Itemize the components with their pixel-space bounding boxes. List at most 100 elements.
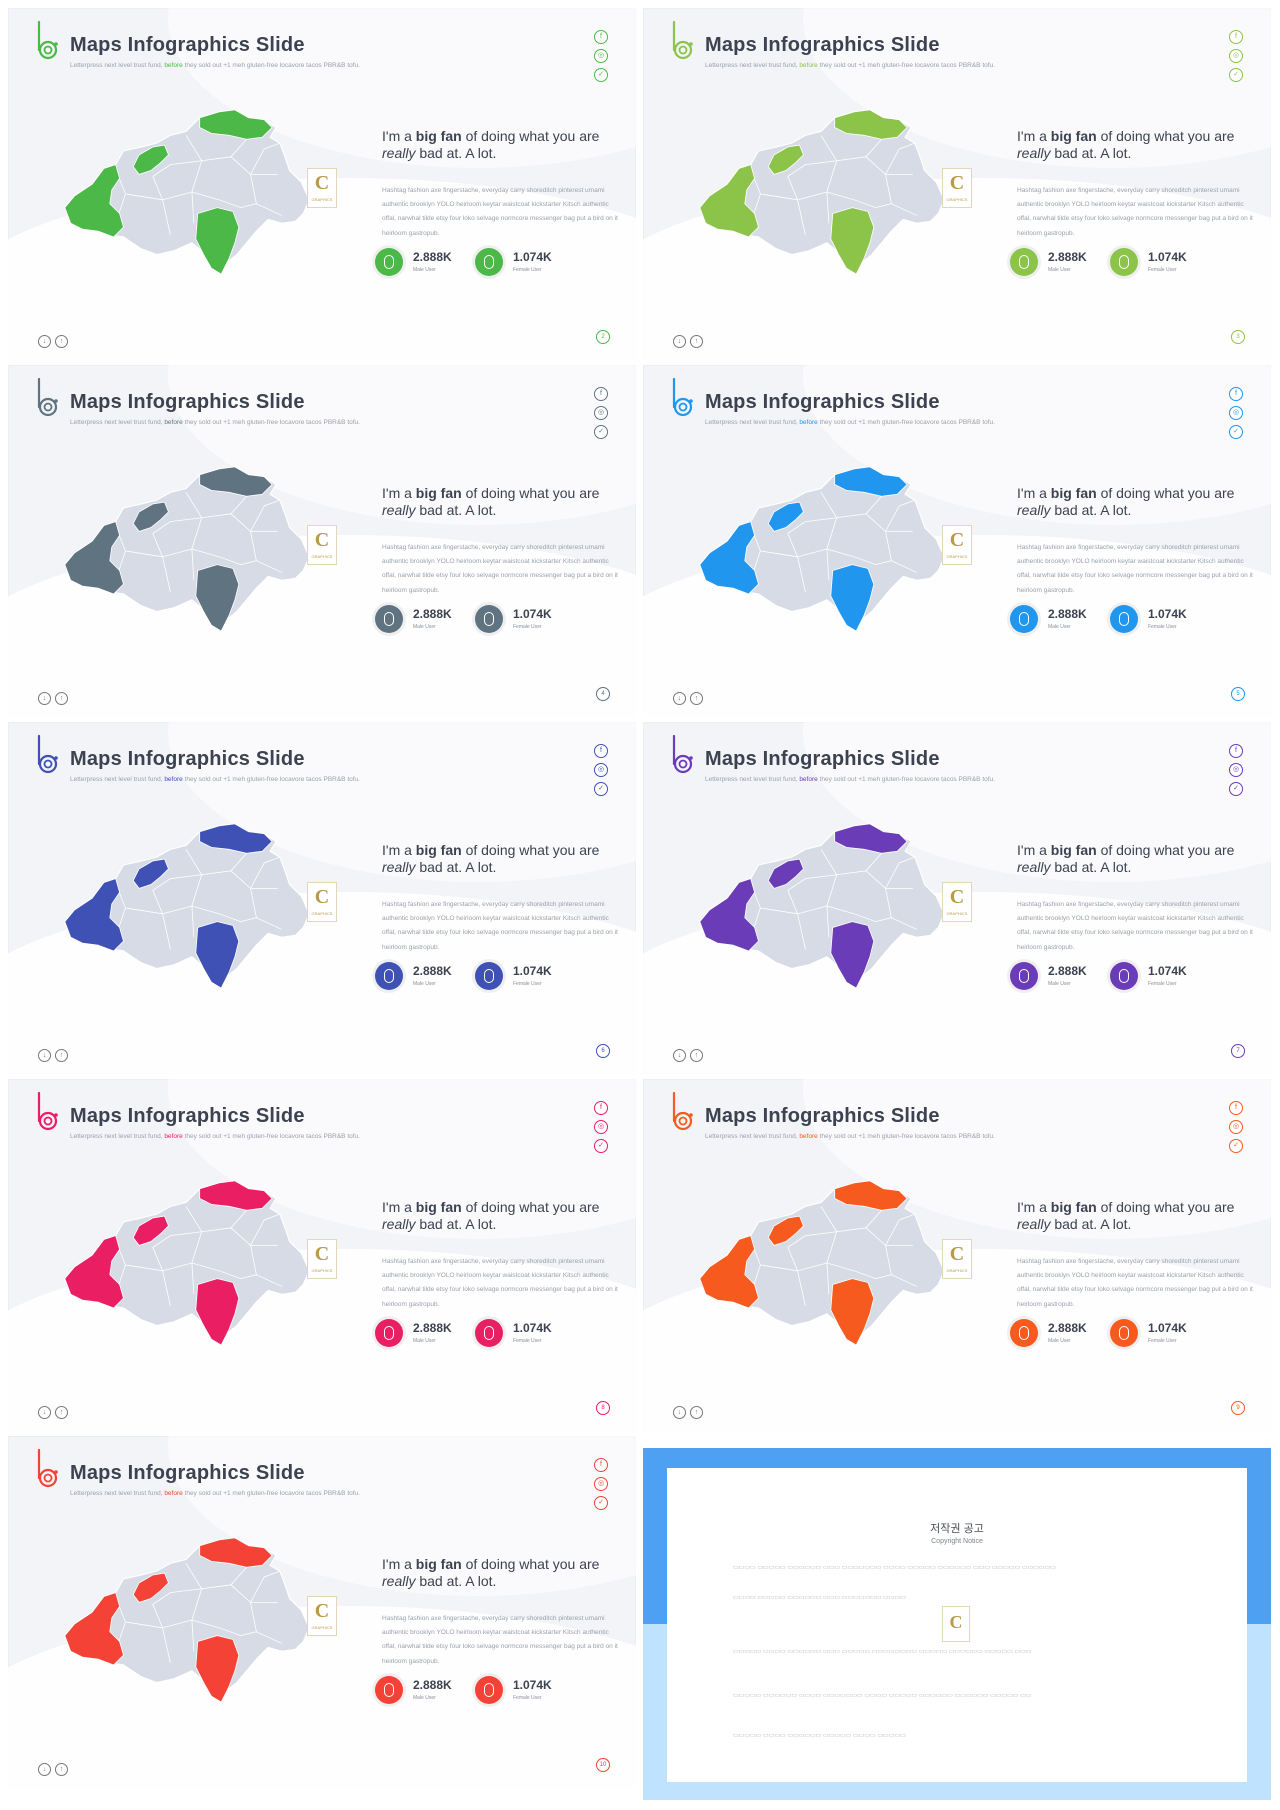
arrow-up-icon[interactable]: ↑ bbox=[55, 692, 68, 705]
highlighted-region bbox=[834, 109, 908, 140]
arrow-down-icon[interactable]: ↓ bbox=[673, 692, 686, 705]
male-user-icon bbox=[375, 605, 403, 633]
instagram-icon[interactable]: ◎ bbox=[594, 1120, 608, 1134]
highlighted-region bbox=[132, 1572, 169, 1603]
arrow-up-icon[interactable]: ↑ bbox=[690, 335, 703, 348]
facebook-icon[interactable]: f bbox=[594, 30, 608, 44]
instagram-icon[interactable]: ◎ bbox=[1229, 1120, 1243, 1134]
quote-b: of doing what you are bbox=[1096, 1199, 1235, 1215]
infographic-slide: Maps Infographics Slide Letterpress next… bbox=[8, 1079, 636, 1431]
stat-male-value: 2.888K bbox=[1048, 250, 1087, 264]
facebook-icon[interactable]: f bbox=[1229, 744, 1243, 758]
instagram-icon[interactable]: ◎ bbox=[594, 763, 608, 777]
arrow-up-icon[interactable]: ↑ bbox=[690, 692, 703, 705]
quote-bold: big fan bbox=[415, 128, 462, 144]
highlighted-region bbox=[830, 1278, 875, 1346]
subtitle-text-end: they sold out +1 meh gluten-free locavor… bbox=[182, 1133, 360, 1140]
quote-c: bad at. A lot. bbox=[415, 859, 497, 875]
watermark-badge: C GRAPHICS bbox=[307, 168, 337, 208]
instagram-icon[interactable]: ◎ bbox=[1229, 763, 1243, 777]
facebook-icon[interactable]: f bbox=[594, 1101, 608, 1115]
page-number: 5 bbox=[1231, 687, 1245, 701]
social-links: f ◎ ✓ bbox=[594, 30, 608, 87]
instagram-icon[interactable]: ◎ bbox=[594, 1477, 608, 1491]
arrow-down-icon[interactable]: ↓ bbox=[38, 1763, 51, 1776]
instagram-icon[interactable]: ◎ bbox=[594, 49, 608, 63]
arrow-down-icon[interactable]: ↓ bbox=[38, 1049, 51, 1062]
stat-male-label: Male User bbox=[1048, 1338, 1071, 1344]
slide-title: Maps Infographics Slide bbox=[705, 1105, 940, 1127]
stat-female-label: Female User bbox=[1148, 267, 1177, 273]
stat-male-label: Male User bbox=[413, 1338, 436, 1344]
quote-em: really bbox=[382, 859, 416, 875]
slide-quote: I'm a big fan of doing what you are reall… bbox=[1017, 128, 1257, 162]
quote-c: bad at. A lot. bbox=[415, 502, 497, 518]
instagram-icon[interactable]: ◎ bbox=[1229, 49, 1243, 63]
quote-b: of doing what you are bbox=[461, 128, 600, 144]
slide-title: Maps Infographics Slide bbox=[705, 34, 940, 56]
stat-female-value: 1.074K bbox=[1148, 964, 1187, 978]
twitter-icon[interactable]: ✓ bbox=[594, 1139, 608, 1153]
stat-female-value: 1.074K bbox=[513, 250, 552, 264]
arrow-down-icon[interactable]: ↓ bbox=[673, 1049, 686, 1062]
subtitle-text-end: they sold out +1 meh gluten-free locavor… bbox=[817, 419, 995, 426]
male-user-icon bbox=[375, 962, 403, 990]
arrow-down-icon[interactable]: ↓ bbox=[38, 1406, 51, 1419]
slide-subtitle: Letterpress next level trust fund, befor… bbox=[705, 1133, 995, 1140]
instagram-icon[interactable]: ◎ bbox=[1229, 406, 1243, 420]
quote-bold: big fan bbox=[1050, 485, 1097, 501]
arrow-up-icon[interactable]: ↑ bbox=[690, 1406, 703, 1419]
subtitle-text: Letterpress next level trust fund, bbox=[705, 419, 800, 426]
subtitle-text-end: they sold out +1 meh gluten-free locavor… bbox=[817, 776, 995, 783]
stat-male-value: 2.888K bbox=[1048, 607, 1087, 621]
slide-body-text: Hashtag fashion axe fingerstache, everyd… bbox=[382, 1258, 618, 1308]
stat-male-value: 2.888K bbox=[413, 607, 452, 621]
twitter-icon[interactable]: ✓ bbox=[1229, 425, 1243, 439]
arrow-up-icon[interactable]: ↑ bbox=[55, 1049, 68, 1062]
highlighted-region bbox=[195, 1278, 240, 1346]
badge-letter: C bbox=[314, 886, 330, 908]
female-user-icon bbox=[475, 1319, 503, 1347]
stat-male-label: Male User bbox=[413, 1695, 436, 1701]
facebook-icon[interactable]: f bbox=[1229, 1101, 1243, 1115]
slide-quote: I'm a big fan of doing what you are reall… bbox=[1017, 842, 1257, 876]
twitter-icon[interactable]: ✓ bbox=[594, 782, 608, 796]
badge-text: GRAPHICS bbox=[311, 911, 333, 916]
arrow-up-icon[interactable]: ↑ bbox=[690, 1049, 703, 1062]
slide-nav: ↓ ↑ bbox=[38, 1401, 72, 1419]
facebook-icon[interactable]: f bbox=[594, 387, 608, 401]
arrow-up-icon[interactable]: ↑ bbox=[55, 1763, 68, 1776]
arrow-up-icon[interactable]: ↑ bbox=[55, 1406, 68, 1419]
twitter-icon[interactable]: ✓ bbox=[1229, 782, 1243, 796]
facebook-icon[interactable]: f bbox=[594, 1458, 608, 1472]
twitter-icon[interactable]: ✓ bbox=[1229, 1139, 1243, 1153]
twitter-icon[interactable]: ✓ bbox=[594, 68, 608, 82]
slide-quote: I'm a big fan of doing what you are reall… bbox=[382, 1556, 622, 1590]
infographic-slide: Maps Infographics Slide Letterpress next… bbox=[8, 1436, 636, 1788]
twitter-icon[interactable]: ✓ bbox=[1229, 68, 1243, 82]
male-user-icon bbox=[375, 1319, 403, 1347]
arrow-down-icon[interactable]: ↓ bbox=[673, 1406, 686, 1419]
facebook-icon[interactable]: f bbox=[594, 744, 608, 758]
arrow-down-icon[interactable]: ↓ bbox=[38, 335, 51, 348]
instagram-icon[interactable]: ◎ bbox=[594, 406, 608, 420]
highlighted-region bbox=[767, 501, 804, 532]
highlighted-region bbox=[132, 144, 169, 175]
slide-body-text: Hashtag fashion axe fingerstache, everyd… bbox=[382, 187, 618, 237]
highlighted-region bbox=[199, 466, 273, 497]
switzerland-map bbox=[64, 109, 310, 275]
arrow-down-icon[interactable]: ↓ bbox=[38, 692, 51, 705]
twitter-icon[interactable]: ✓ bbox=[594, 1496, 608, 1510]
stat-female-label: Female User bbox=[513, 267, 542, 273]
arrow-up-icon[interactable]: ↑ bbox=[55, 335, 68, 348]
badge-letter: C bbox=[314, 172, 330, 194]
facebook-icon[interactable]: f bbox=[1229, 30, 1243, 44]
quote-a: I'm a bbox=[1017, 128, 1051, 144]
twitter-icon[interactable]: ✓ bbox=[594, 425, 608, 439]
page-number: 2 bbox=[596, 330, 610, 344]
arrow-down-icon[interactable]: ↓ bbox=[673, 335, 686, 348]
slide-title: Maps Infographics Slide bbox=[705, 391, 940, 413]
switzerland-map bbox=[64, 1537, 310, 1703]
facebook-icon[interactable]: f bbox=[1229, 387, 1243, 401]
